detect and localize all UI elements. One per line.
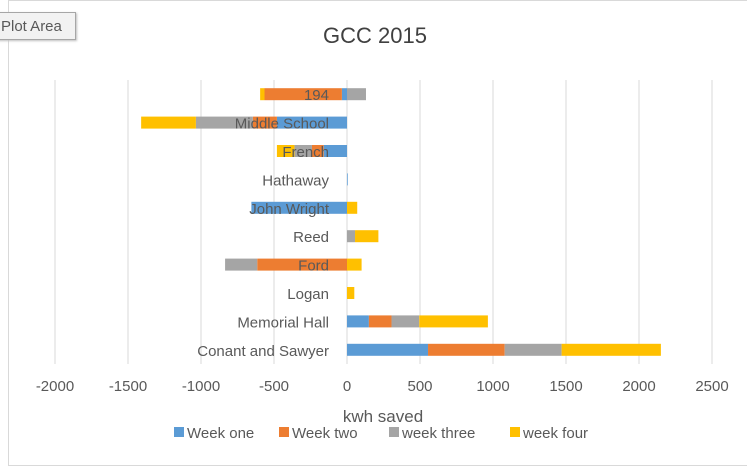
bar-week-three	[225, 258, 258, 271]
bar-week-three	[195, 116, 253, 129]
bar-week-four	[276, 145, 295, 157]
category-label: 194	[304, 87, 329, 104]
bar-week-four	[347, 258, 362, 271]
bar-week-two	[428, 343, 505, 356]
bar-week-one	[323, 145, 347, 157]
x-tick-labels: -2000 -1500 -1000 -500 0 500 1000 1500 2000 2500	[36, 378, 729, 395]
bar-week-one	[347, 315, 369, 328]
category-label: Reed	[293, 229, 329, 246]
legend: Week one Week two week three week four	[174, 425, 588, 442]
legend-swatch	[174, 427, 184, 437]
legend-swatch	[389, 427, 399, 437]
bar-week-two	[257, 258, 347, 271]
legend-swatch	[510, 427, 520, 437]
x-tick-label: -1500	[109, 378, 147, 395]
bar-week-two	[311, 145, 324, 157]
bar-week-one	[251, 201, 347, 214]
bar-week-two	[264, 88, 342, 101]
bars	[141, 88, 661, 356]
bar-week-two	[252, 116, 277, 129]
x-tick-label: 1000	[476, 378, 509, 395]
category-label: John Wright	[249, 201, 330, 218]
bar-week-one	[347, 173, 348, 186]
x-tick-label: 2500	[695, 378, 728, 395]
category-label: Conant and Sawyer	[197, 343, 329, 360]
bar-week-three	[294, 145, 312, 157]
x-tick-label: 500	[407, 378, 432, 395]
bar-week-four	[561, 343, 661, 356]
bar-week-four	[355, 230, 379, 243]
bar-week-four	[141, 116, 196, 129]
bar-week-two	[368, 315, 392, 328]
x-tick-label: 1500	[549, 378, 582, 395]
bar-week-three	[504, 343, 562, 356]
x-tick-label: 2000	[622, 378, 655, 395]
bar-week-four	[347, 201, 358, 214]
category-labels: Conant and Sawyer Memorial Hall Logan Ford R…	[197, 87, 330, 360]
category-label: Ford	[298, 258, 329, 275]
bar-week-four	[347, 287, 355, 299]
legend-swatch	[279, 427, 289, 437]
bar-week-three	[347, 230, 356, 243]
category-label: Hathaway	[262, 172, 329, 189]
bar-week-three	[391, 315, 420, 328]
category-label: French	[282, 144, 329, 161]
bar-week-four	[419, 315, 488, 328]
legend-label: week four	[522, 425, 588, 442]
legend-label: week three	[401, 425, 475, 442]
x-tick-label: 0	[343, 378, 351, 395]
category-label: Memorial Hall	[237, 314, 329, 331]
bar-week-one	[347, 343, 429, 356]
x-axis-label: kwh saved	[343, 407, 423, 426]
bar-week-three	[347, 88, 366, 101]
x-tick-label: -1000	[182, 378, 220, 395]
category-label: Middle School	[235, 116, 329, 133]
plot-area-tag: Plot Area	[0, 12, 76, 40]
x-tick-label: -2000	[36, 378, 74, 395]
bar-week-four	[260, 88, 265, 101]
legend-label: Week one	[187, 425, 254, 442]
legend-label: Week two	[292, 425, 358, 442]
bar-week-one	[341, 88, 347, 101]
chart-title: GCC 2015	[323, 23, 427, 48]
x-tick-label: -500	[259, 378, 289, 395]
bar-week-one	[276, 116, 347, 129]
category-label: Logan	[287, 286, 329, 303]
